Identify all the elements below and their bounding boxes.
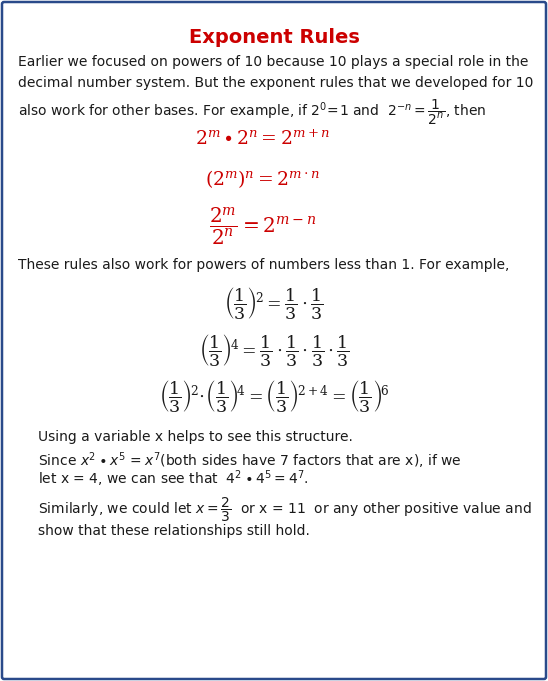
Text: let x = 4, we can see that  $4^2 \bullet 4^5 = 4^7$.: let x = 4, we can see that $4^2 \bullet …	[38, 468, 309, 488]
Text: Earlier we focused on powers of 10 because 10 plays a special role in the: Earlier we focused on powers of 10 becau…	[18, 55, 528, 69]
Text: $\left(\dfrac{1}{3}\right)^{\!2}=\dfrac{1}{3}\cdot\dfrac{1}{3}$: $\left(\dfrac{1}{3}\right)^{\!2}=\dfrac{…	[224, 285, 324, 321]
Text: decimal number system. But the exponent rules that we developed for 10: decimal number system. But the exponent …	[18, 76, 533, 90]
Text: $\left(2^m\right)^n = 2^{m \cdot n}$: $\left(2^m\right)^n = 2^{m \cdot n}$	[206, 168, 321, 190]
Text: $2^m \bullet 2^n = 2^{m+n}$: $2^m \bullet 2^n = 2^{m+n}$	[196, 130, 330, 149]
Text: $\left(\dfrac{1}{3}\right)^{\!2}\!\cdot\!\left(\dfrac{1}{3}\right)^{\!4}=\left(\: $\left(\dfrac{1}{3}\right)^{\!2}\!\cdot\…	[159, 378, 389, 414]
Text: $\dfrac{2^m}{2^n} = 2^{m-n}$: $\dfrac{2^m}{2^n} = 2^{m-n}$	[209, 205, 317, 247]
Text: $\left(\dfrac{1}{3}\right)^{\!4}=\dfrac{1}{3}\cdot\dfrac{1}{3}\cdot\dfrac{1}{3}\: $\left(\dfrac{1}{3}\right)^{\!4}=\dfrac{…	[198, 332, 350, 368]
Text: Exponent Rules: Exponent Rules	[189, 28, 359, 47]
Text: These rules also work for powers of numbers less than 1. For example,: These rules also work for powers of numb…	[18, 258, 510, 272]
Text: show that these relationships still hold.: show that these relationships still hold…	[38, 524, 310, 538]
Text: also work for other bases. For example, if $2^0\!=\!1$ and  $2^{-n}=\dfrac{1}{2^: also work for other bases. For example, …	[18, 97, 487, 127]
Text: Since $x^2 \bullet x^5\,=x^7$(both sides have 7 factors that are x), if we: Since $x^2 \bullet x^5\,=x^7$(both sides…	[38, 450, 461, 471]
Text: Using a variable x helps to see this structure.: Using a variable x helps to see this str…	[38, 430, 353, 444]
Text: Similarly, we could let $x = \dfrac{2}{3}$  or x = 11  or any other positive val: Similarly, we could let $x = \dfrac{2}{3…	[38, 496, 532, 524]
